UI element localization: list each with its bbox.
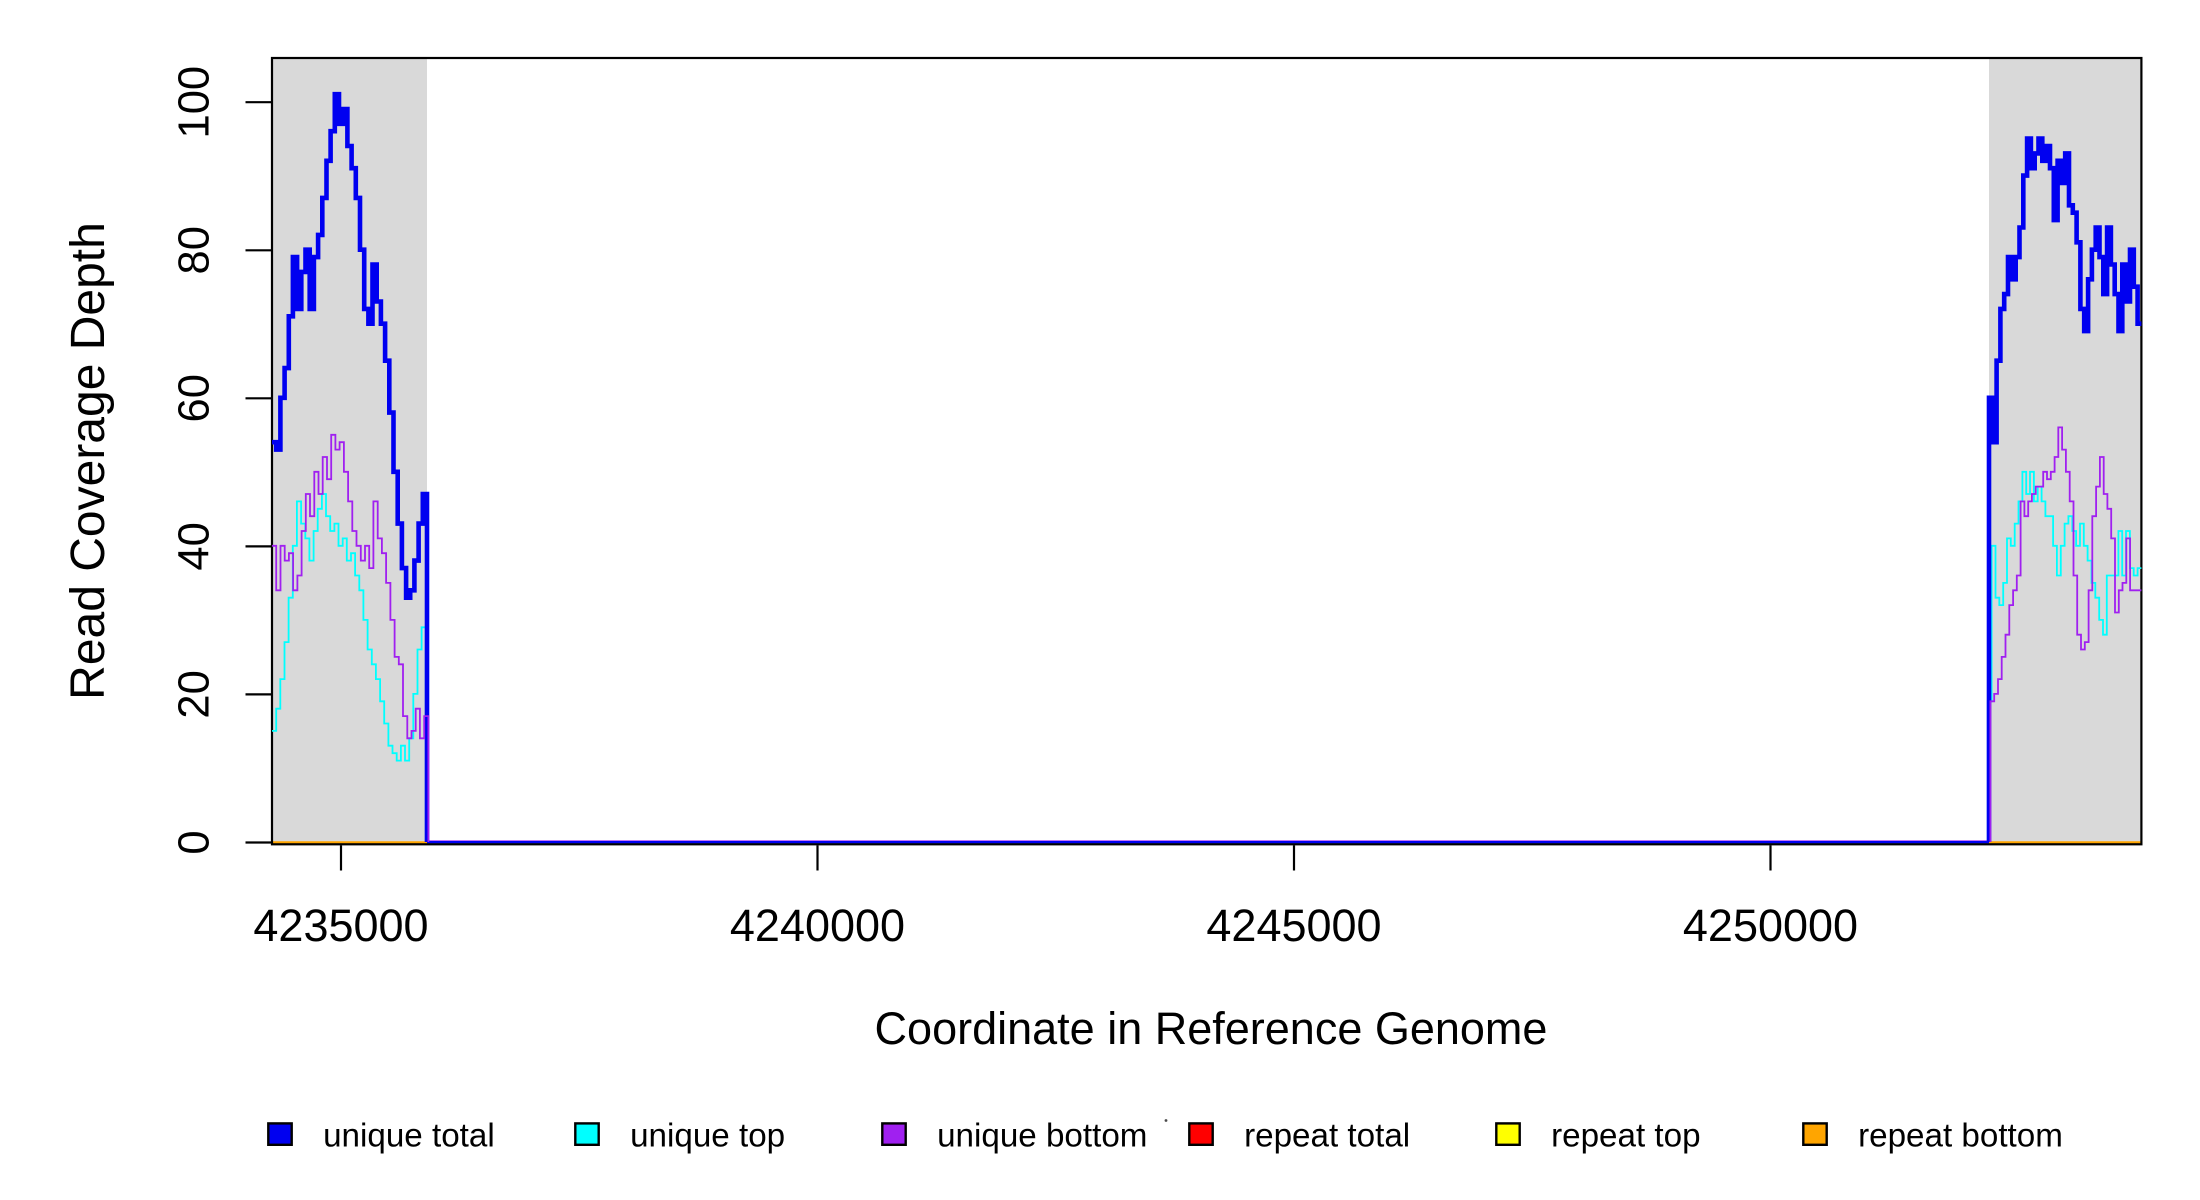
- svg-text:60: 60: [171, 374, 219, 422]
- svg-text:4250000: 4250000: [1683, 900, 1858, 951]
- svg-text:40: 40: [171, 522, 219, 570]
- svg-text:unique total: unique total: [323, 1117, 495, 1154]
- svg-text:unique top: unique top: [630, 1117, 785, 1154]
- svg-text:Coordinate in Reference Genome: Coordinate in Reference Genome: [875, 1003, 1548, 1054]
- svg-text:80: 80: [171, 226, 219, 274]
- svg-text:4245000: 4245000: [1206, 900, 1381, 951]
- svg-text:repeat total: repeat total: [1244, 1117, 1410, 1154]
- svg-text:4240000: 4240000: [730, 900, 905, 951]
- svg-text:20: 20: [171, 670, 219, 718]
- svg-text:4235000: 4235000: [253, 900, 428, 951]
- svg-text:unique bottom: unique bottom: [937, 1117, 1147, 1154]
- svg-text:0: 0: [171, 830, 219, 854]
- svg-text:Read Coverage Depth: Read Coverage Depth: [62, 222, 115, 700]
- svg-text:repeat bottom: repeat bottom: [1858, 1117, 2063, 1154]
- svg-text:repeat top: repeat top: [1551, 1117, 1700, 1154]
- svg-text:100: 100: [171, 66, 219, 139]
